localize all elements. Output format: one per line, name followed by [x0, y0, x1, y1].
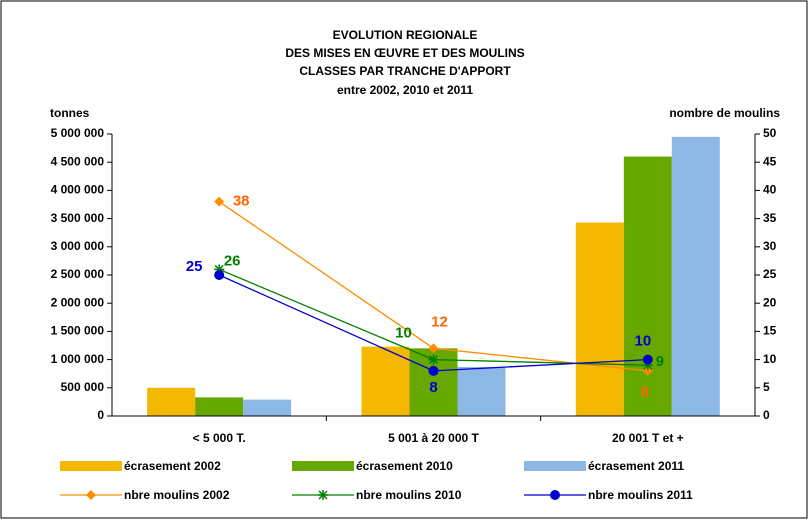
- legend-swatch: [60, 461, 122, 471]
- y-tick-label: 1 500 000: [51, 324, 105, 338]
- y-tick-label: 1 000 000: [51, 352, 105, 366]
- legend-label: écrasement 2010: [356, 459, 453, 473]
- legend-label: écrasement 2002: [124, 459, 221, 473]
- chart-subtitle: entre 2002, 2010 et 2011: [337, 83, 473, 97]
- y-tick-label: 4 000 000: [51, 183, 105, 197]
- data-label: 38: [233, 193, 250, 210]
- data-label: 10: [634, 333, 651, 350]
- marker: [428, 343, 439, 354]
- y2-tick-label: 30: [763, 239, 777, 253]
- y2-tick-label: 40: [763, 183, 777, 197]
- y-axis-label: tonnes: [50, 106, 90, 120]
- data-label: 8: [429, 379, 437, 396]
- y2-tick-label: 15: [763, 324, 777, 338]
- y-tick-label: 2 000 000: [51, 295, 105, 309]
- bar: [623, 156, 672, 416]
- y2-tick-label: 45: [763, 154, 777, 168]
- legend-label: nbre moulins 2011: [588, 488, 693, 502]
- y2-axis-label: nombre de moulins: [669, 106, 780, 120]
- bar: [671, 136, 720, 416]
- y-tick-label: 500 000: [61, 380, 105, 394]
- legend-label: écrasement 2011: [588, 459, 684, 473]
- x-tick-label: 20 001 T et +: [612, 431, 684, 445]
- marker: [214, 264, 225, 275]
- bar: [195, 397, 244, 416]
- legend-label: nbre moulins 2010: [356, 488, 462, 502]
- chart-title: EVOLUTION REGIONALE: [333, 28, 478, 42]
- marker: [428, 354, 439, 365]
- data-label: 9: [656, 353, 664, 370]
- legend-label: nbre moulins 2002: [124, 488, 230, 502]
- marker: [550, 490, 560, 500]
- y2-tick-label: 0: [763, 408, 770, 422]
- marker: [214, 196, 225, 207]
- legend-swatch: [524, 461, 586, 471]
- bar: [575, 222, 624, 416]
- data-label: 25: [186, 258, 203, 275]
- y2-tick-label: 50: [763, 126, 777, 140]
- legend-swatch: [292, 461, 354, 471]
- bar: [361, 346, 410, 416]
- y-tick-label: 2 500 000: [51, 267, 105, 281]
- data-label: 10: [395, 325, 412, 342]
- data-label: 26: [224, 252, 241, 269]
- x-tick-label: 5 001 à 20 000 T: [388, 431, 479, 445]
- data-label: 12: [431, 313, 448, 330]
- y-tick-label: 0: [97, 408, 104, 422]
- marker: [318, 490, 328, 500]
- y-tick-label: 4 500 000: [51, 154, 105, 168]
- y2-tick-label: 10: [763, 352, 777, 366]
- bar: [457, 366, 506, 416]
- chart-title: CLASSES PAR TRANCHE D'APPORT: [299, 64, 511, 78]
- marker: [214, 270, 225, 280]
- y-tick-label: 3 000 000: [51, 239, 105, 253]
- y-tick-label: 5 000 000: [51, 126, 105, 140]
- y2-tick-label: 35: [763, 211, 777, 225]
- marker: [86, 490, 96, 500]
- y2-tick-label: 25: [763, 267, 777, 281]
- y-tick-label: 3 500 000: [51, 211, 105, 225]
- bar: [243, 399, 292, 416]
- marker: [642, 360, 653, 371]
- bar: [147, 387, 196, 416]
- y2-tick-label: 5: [763, 380, 770, 394]
- y2-tick-label: 20: [763, 295, 777, 309]
- data-label: 8: [641, 384, 649, 401]
- x-tick-label: < 5 000 T.: [193, 431, 246, 445]
- marker: [428, 365, 439, 376]
- marker: [642, 354, 653, 365]
- chart-title: DES MISES EN ŒUVRE ET DES MOULINS: [285, 46, 524, 60]
